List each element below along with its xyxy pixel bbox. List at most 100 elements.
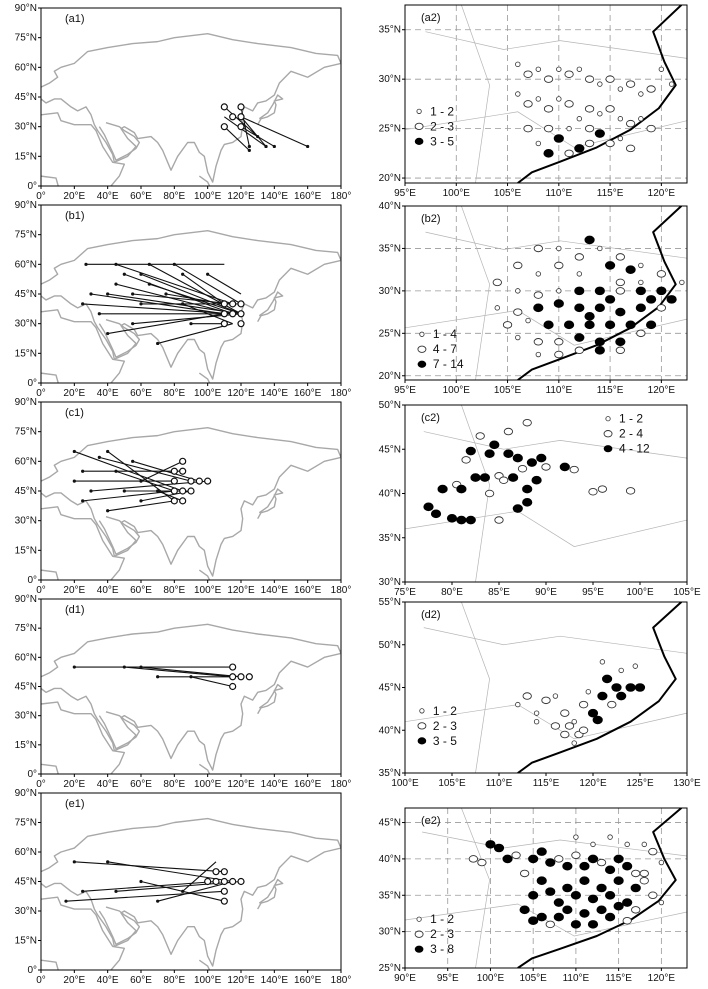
coastline — [98, 711, 141, 750]
station-point — [513, 308, 523, 316]
trajectory-line — [99, 456, 192, 482]
x-tick-label: 140°E — [261, 191, 289, 202]
station-point — [502, 854, 513, 864]
trajectory-endpoint — [229, 663, 237, 671]
trajectory-start-point — [72, 479, 76, 483]
trajectory-line — [174, 263, 242, 305]
trajectory-endpoint — [220, 897, 228, 905]
station-point — [552, 693, 559, 699]
trajectory-line — [165, 293, 225, 305]
coastline — [98, 516, 141, 555]
x-tick-label: 110°E — [546, 188, 573, 199]
station-point — [513, 261, 523, 270]
coastline-layer — [41, 817, 341, 970]
trajectory-start-point — [247, 144, 251, 149]
trajectory-endpoint — [187, 477, 195, 485]
station-point — [625, 80, 636, 88]
x-tick-label: 95°E — [394, 385, 416, 396]
station-point — [576, 271, 583, 277]
trajectory-start-point — [164, 292, 168, 296]
station-point — [569, 465, 579, 474]
station-point — [523, 124, 533, 133]
border-line — [405, 704, 687, 740]
trajectory-endpoint — [220, 320, 228, 328]
trajectory-line — [223, 106, 259, 137]
legend-label: 1 - 2 — [433, 704, 457, 718]
trajectory-line — [82, 880, 217, 892]
station-point — [468, 855, 479, 863]
station-point — [590, 841, 596, 848]
station-point — [465, 515, 476, 525]
station-point — [535, 66, 542, 72]
station-point — [607, 834, 613, 840]
trajectory-start-point — [139, 499, 143, 503]
trajectory-start-point — [122, 272, 126, 276]
legend-label: 2 - 3 — [433, 719, 457, 733]
trajectory-start-point — [81, 469, 85, 473]
trajectory-start-point — [81, 499, 85, 503]
trajectory-start-point — [156, 899, 160, 903]
trajectory-start-point — [189, 675, 193, 679]
x-tick-label: 40°E — [97, 191, 119, 202]
station-point — [615, 337, 626, 347]
trajectory-endpoint — [237, 310, 245, 318]
map-frame — [40, 598, 342, 775]
station-point — [512, 453, 523, 463]
panel-b1: 0° 20°E 40°E 60°E 80°E 100°E 120°E 140°E 160°E 18… — [15, 200, 352, 399]
station-point — [525, 317, 531, 324]
station-point — [613, 854, 624, 864]
border-line — [461, 206, 490, 380]
station-point — [556, 288, 562, 294]
y-tick-label: 60°N — [15, 652, 37, 663]
map-layer — [405, 405, 687, 582]
station-point — [616, 691, 627, 701]
legend-label: 3 - 5 — [430, 134, 454, 148]
y-tick-label: 35°N — [379, 768, 401, 779]
border-line — [461, 5, 490, 183]
station-point — [579, 861, 590, 871]
trajectory-start-point — [156, 675, 160, 679]
legend-marker — [417, 360, 427, 368]
station-point — [499, 476, 509, 484]
station-point — [494, 516, 504, 524]
station-point — [522, 498, 533, 507]
station-point — [523, 70, 533, 78]
station-point — [631, 906, 641, 914]
station-point — [613, 876, 624, 886]
trajectory-endpoint — [237, 300, 245, 308]
map-frame — [40, 7, 342, 187]
y-tick-label: 45°N — [15, 486, 37, 497]
station-point — [668, 81, 675, 87]
x-tick-label: 100°E — [626, 587, 654, 598]
station-point — [573, 834, 579, 840]
y-tick-label: 30°N — [379, 286, 401, 297]
station-point — [556, 96, 562, 102]
station-point — [597, 111, 603, 117]
station-point — [638, 279, 644, 286]
panel-label: (e2) — [421, 815, 441, 827]
legend-label: 1 - 2 — [430, 912, 454, 926]
station-point — [553, 912, 564, 922]
y-tick-label: 45°N — [15, 289, 37, 300]
station-point — [461, 456, 471, 464]
trajectory-start-point — [114, 889, 118, 893]
panel-label: (d2) — [421, 609, 441, 621]
station-point — [594, 129, 605, 138]
x-tick-label: 40°E — [97, 388, 119, 399]
trajectory-endpoint — [195, 477, 203, 485]
y-tick-label: 15°N — [15, 348, 37, 359]
x-tick-label: 0° — [36, 388, 46, 399]
legend-label: 4 - 12 — [619, 442, 650, 456]
trajectory-endpoint — [179, 487, 187, 495]
border-line — [405, 510, 687, 547]
station-point — [517, 464, 528, 473]
station-point — [562, 861, 573, 871]
station-point — [648, 847, 658, 856]
coastline-layer — [41, 623, 341, 774]
station-point — [526, 458, 538, 467]
trajectory-start-point — [89, 489, 93, 493]
coastline — [41, 623, 341, 771]
legend-marker — [419, 708, 425, 714]
panel-label: (b2) — [421, 213, 441, 225]
x-tick-label: 160°E — [294, 975, 322, 986]
